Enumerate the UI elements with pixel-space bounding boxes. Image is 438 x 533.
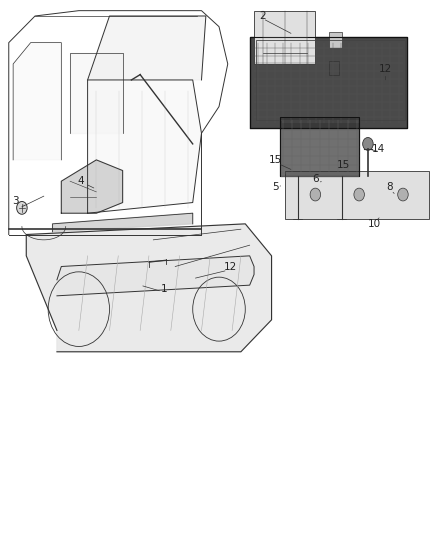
Text: 2: 2 (259, 11, 266, 21)
Circle shape (17, 201, 27, 214)
Text: 8: 8 (386, 182, 393, 191)
Text: 1: 1 (161, 284, 168, 294)
Text: 5: 5 (272, 182, 279, 191)
Polygon shape (280, 117, 359, 176)
Text: 12: 12 (223, 262, 237, 271)
Polygon shape (88, 16, 206, 80)
Circle shape (354, 188, 364, 201)
Text: 6: 6 (312, 174, 319, 183)
Polygon shape (57, 256, 254, 296)
Polygon shape (26, 224, 272, 352)
Polygon shape (285, 171, 429, 219)
Text: 4: 4 (78, 176, 85, 186)
Polygon shape (250, 37, 407, 128)
Bar (328, 61, 339, 75)
Polygon shape (61, 160, 123, 213)
Bar (328, 32, 342, 48)
Circle shape (398, 188, 408, 201)
Text: 12: 12 (379, 64, 392, 74)
Text: 3: 3 (12, 197, 19, 206)
Polygon shape (13, 43, 61, 160)
Circle shape (310, 188, 321, 201)
Polygon shape (254, 11, 315, 64)
Text: 15: 15 (268, 155, 282, 165)
Polygon shape (70, 53, 123, 133)
Circle shape (363, 138, 373, 150)
Polygon shape (53, 213, 193, 232)
Polygon shape (88, 80, 201, 213)
Text: 10: 10 (368, 219, 381, 229)
Text: 14: 14 (372, 144, 385, 154)
Text: 15: 15 (337, 160, 350, 170)
